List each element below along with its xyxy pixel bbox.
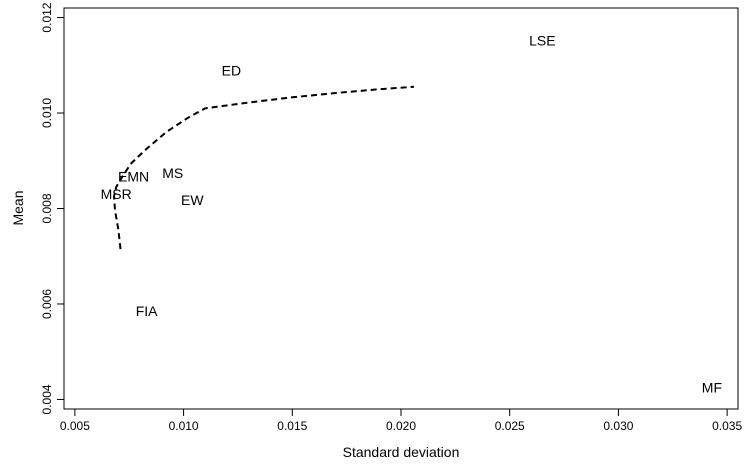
y-axis: 0.004 0.006 0.008 0.010 0.012 (40, 2, 65, 414)
x-tick-label: 0.035 (712, 419, 742, 433)
x-tick-label: 0.020 (386, 419, 416, 433)
x-tick-label: 0.005 (60, 419, 90, 433)
y-tick-label: 0.012 (40, 2, 54, 32)
x-tick-label: 0.010 (169, 419, 199, 433)
x-tick-label: 0.025 (495, 419, 525, 433)
y-tick-label: 0.008 (40, 193, 54, 223)
point-label-fia: FIA (136, 303, 158, 319)
point-label-ms: MS (162, 165, 183, 181)
y-axis-title: Mean (10, 190, 26, 225)
x-tick-label: 0.030 (603, 419, 633, 433)
frontier-layer (112, 85, 415, 250)
plot-frame (63, 7, 739, 410)
points-layer: LSE ED MS EMN EW MSR FIA MF (101, 32, 722, 395)
point-label-ew: EW (181, 192, 204, 208)
y-tick-label: 0.010 (40, 98, 54, 128)
y-tick-label: 0.006 (40, 289, 54, 319)
point-label-mf: MF (702, 380, 722, 396)
y-tick-label: 0.004 (40, 384, 54, 414)
frontier-line (112, 85, 415, 250)
x-tick-label: 0.015 (277, 419, 307, 433)
x-axis-title: Standard deviation (343, 444, 460, 460)
x-axis: 0.005 0.010 0.015 0.020 0.025 0.030 0.035 (60, 408, 742, 433)
point-label-ed: ED (222, 63, 241, 79)
point-label-lse: LSE (529, 32, 555, 48)
point-label-emn: EMN (118, 169, 149, 185)
point-label-msr: MSR (101, 186, 132, 202)
